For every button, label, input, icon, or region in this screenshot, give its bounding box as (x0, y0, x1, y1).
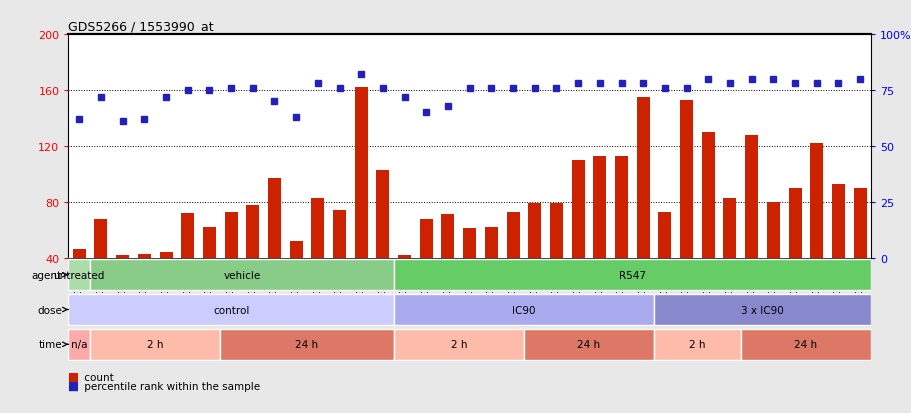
FancyBboxPatch shape (740, 329, 870, 360)
Bar (701, 133, 714, 314)
FancyBboxPatch shape (90, 259, 394, 291)
Bar (809, 144, 823, 314)
Text: time: time (38, 339, 62, 349)
Text: 2 h: 2 h (450, 339, 466, 349)
Bar (181, 214, 194, 314)
Bar (614, 157, 628, 314)
Bar (680, 101, 692, 314)
Text: 2 h: 2 h (147, 339, 163, 349)
Text: dose: dose (37, 305, 62, 315)
Bar (95, 219, 107, 314)
Bar (744, 135, 757, 314)
FancyBboxPatch shape (90, 329, 220, 360)
Bar (290, 241, 302, 314)
Bar (506, 212, 519, 314)
Bar (73, 250, 86, 314)
Bar (722, 198, 736, 314)
Text: agent: agent (32, 270, 62, 280)
FancyBboxPatch shape (394, 259, 870, 291)
Text: ■  count: ■ count (68, 372, 114, 382)
Bar (636, 98, 649, 314)
Text: ■  percentile rank within the sample: ■ percentile rank within the sample (68, 381, 261, 391)
FancyBboxPatch shape (394, 294, 653, 325)
FancyBboxPatch shape (68, 259, 90, 291)
Text: ■: ■ (68, 379, 79, 392)
Text: 3 x IC90: 3 x IC90 (741, 305, 783, 315)
Text: n/a: n/a (71, 339, 87, 349)
Text: control: control (212, 305, 249, 315)
Bar (333, 211, 345, 314)
Bar (527, 204, 540, 314)
Text: vehicle: vehicle (223, 270, 261, 280)
Bar (485, 228, 497, 314)
Bar (441, 215, 454, 314)
Bar (116, 255, 129, 314)
Bar (354, 88, 367, 314)
FancyBboxPatch shape (653, 329, 740, 360)
Bar (376, 170, 389, 314)
FancyBboxPatch shape (523, 329, 653, 360)
Bar (224, 212, 238, 314)
FancyBboxPatch shape (220, 329, 394, 360)
Text: 24 h: 24 h (295, 339, 318, 349)
Bar (788, 188, 801, 314)
Bar (398, 255, 411, 314)
Text: 2 h: 2 h (689, 339, 705, 349)
FancyBboxPatch shape (68, 329, 90, 360)
FancyBboxPatch shape (653, 294, 870, 325)
Bar (853, 188, 865, 314)
Bar (419, 219, 433, 314)
Bar (246, 205, 259, 314)
Bar (593, 157, 606, 314)
Text: GDS5266 / 1553990_at: GDS5266 / 1553990_at (68, 19, 214, 33)
Text: ■: ■ (68, 370, 79, 383)
Text: IC90: IC90 (512, 305, 535, 315)
Bar (463, 229, 476, 314)
Bar (831, 184, 844, 314)
Text: 24 h: 24 h (793, 339, 816, 349)
Bar (311, 198, 324, 314)
Bar (202, 228, 216, 314)
Text: R547: R547 (619, 270, 645, 280)
FancyBboxPatch shape (394, 329, 523, 360)
FancyBboxPatch shape (68, 294, 394, 325)
Text: untreated: untreated (54, 270, 105, 280)
Bar (658, 212, 670, 314)
Bar (571, 161, 584, 314)
Bar (159, 253, 172, 314)
Bar (766, 202, 779, 314)
Bar (138, 254, 150, 314)
Text: 24 h: 24 h (577, 339, 599, 349)
Bar (549, 204, 562, 314)
Bar (268, 179, 281, 314)
